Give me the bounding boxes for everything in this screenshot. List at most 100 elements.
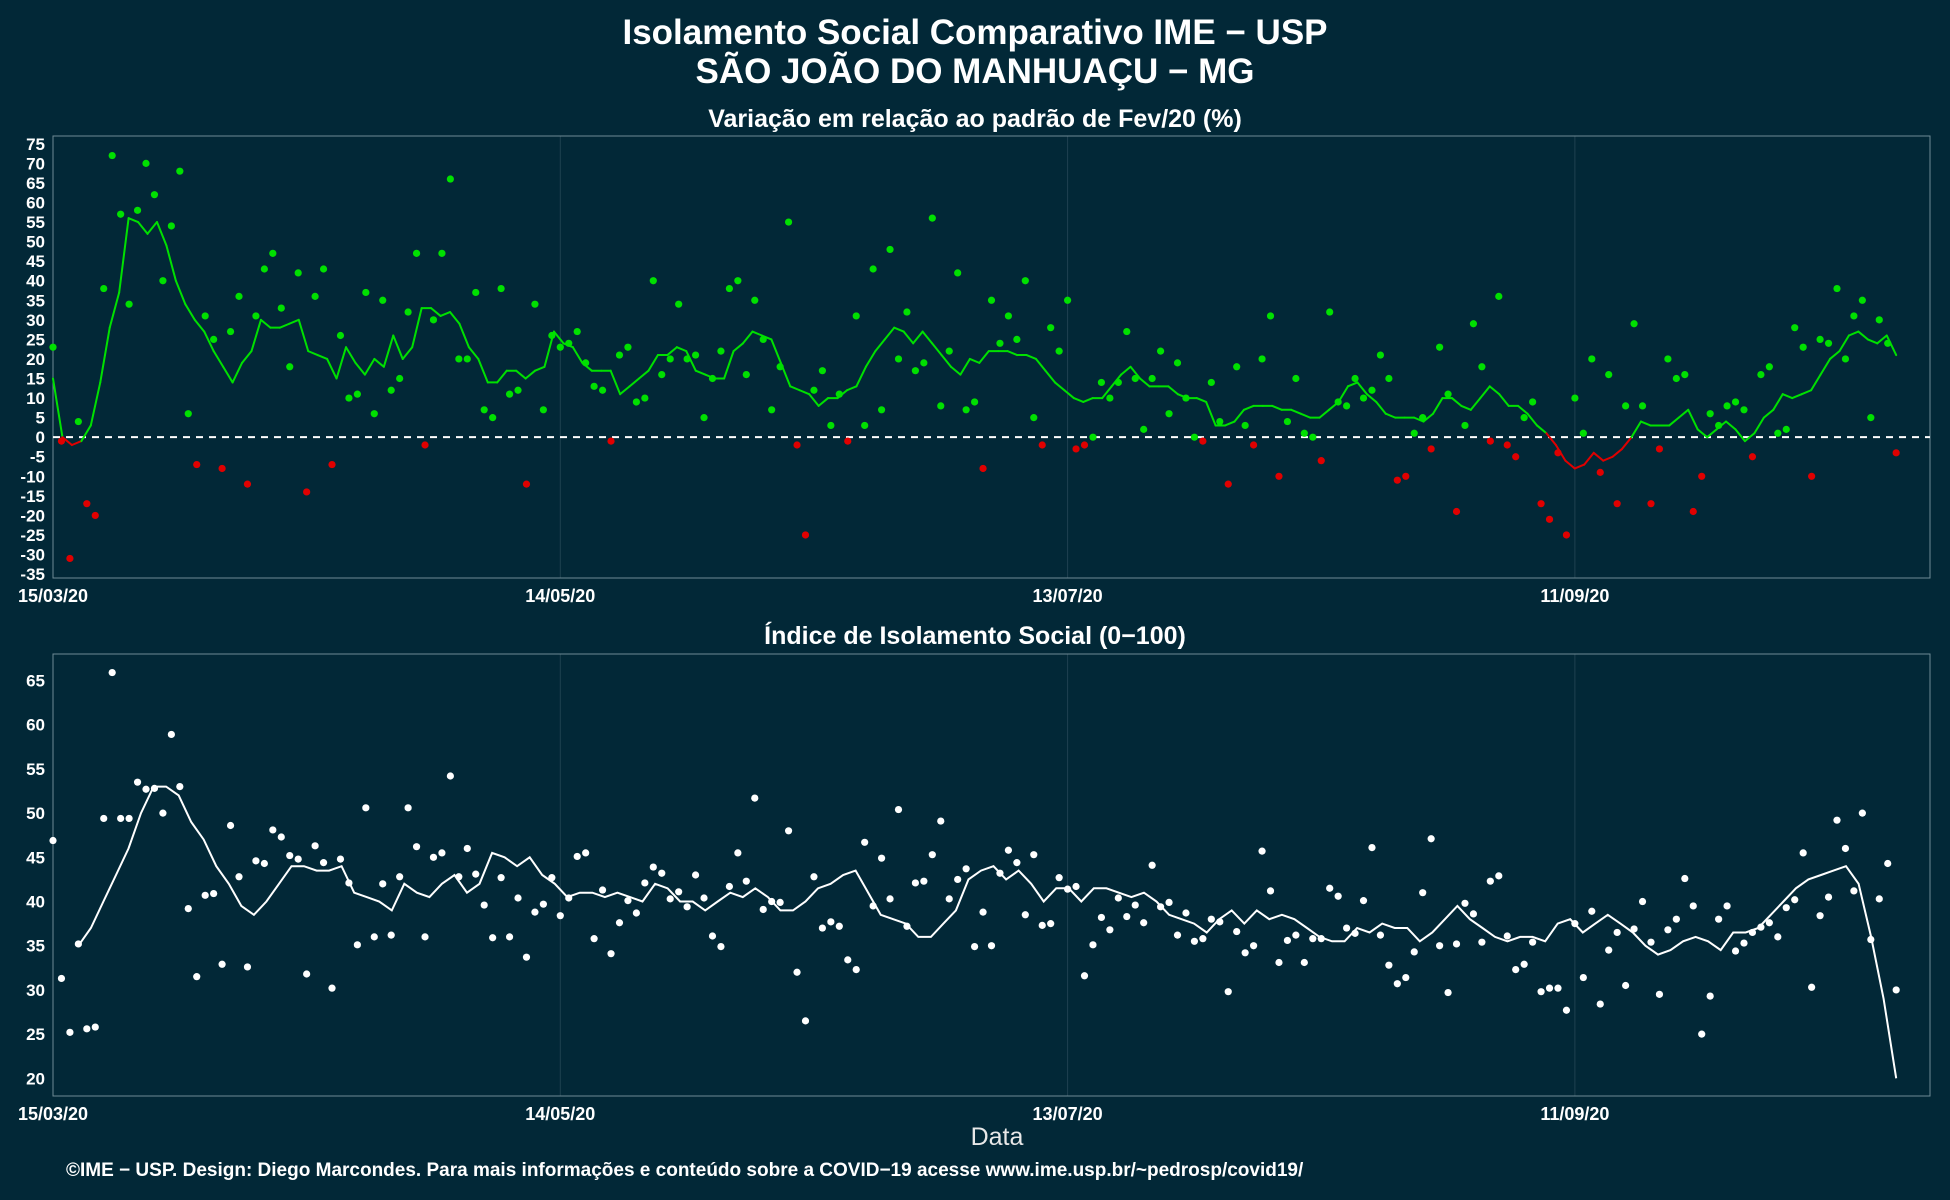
chart-title-line2: SÃO JOÃO DO MANHUAÇU − MG	[695, 52, 1254, 91]
data-point	[210, 335, 218, 343]
data-point	[1326, 884, 1334, 892]
data-point	[911, 879, 920, 887]
moving-average-segment	[1271, 404, 1283, 411]
data-point	[1021, 277, 1029, 285]
y-tick-label: -35	[20, 565, 45, 584]
data-point	[531, 908, 539, 916]
moving-average-segment	[326, 357, 338, 380]
data-point	[1731, 947, 1740, 955]
x-tick-label: 11/09/20	[1540, 586, 1609, 606]
data-point	[1723, 402, 1731, 410]
data-point	[1630, 925, 1638, 933]
data-point	[1436, 343, 1444, 351]
data-point	[455, 355, 463, 363]
moving-average-line	[77, 785, 1898, 1079]
data-point	[480, 901, 488, 909]
y-tick-label: 25	[26, 1025, 45, 1044]
data-point	[1681, 371, 1689, 379]
variation-panel: -35-30-25-20-15-10-505101520253035404550…	[18, 135, 1931, 606]
data-point	[1596, 1000, 1604, 1008]
x-tick-label: 15/03/20	[18, 586, 88, 606]
data-point	[286, 851, 294, 860]
data-point	[1140, 425, 1148, 433]
data-point	[1038, 921, 1046, 929]
data-point	[1605, 371, 1613, 379]
data-point	[1689, 902, 1697, 910]
moving-average-segment	[1602, 455, 1614, 462]
data-point	[429, 316, 438, 324]
data-point	[582, 359, 590, 367]
data-point	[565, 339, 573, 347]
moving-average-segment	[127, 217, 140, 224]
moving-average-segment	[1526, 412, 1538, 427]
data-point	[675, 888, 683, 896]
moving-average-segment	[1866, 338, 1879, 345]
data-point	[1647, 938, 1655, 946]
data-point	[505, 390, 514, 398]
data-point	[658, 869, 666, 877]
moving-average-segment	[751, 330, 763, 337]
data-point	[962, 865, 970, 873]
data-point	[1309, 433, 1317, 441]
data-point	[810, 873, 818, 881]
moving-average-segment	[855, 365, 867, 388]
data-point	[150, 784, 159, 792]
moving-average-segment	[467, 346, 480, 360]
data-point	[1063, 885, 1072, 893]
data-point	[708, 932, 717, 940]
data-point	[1004, 846, 1013, 854]
data-point	[1554, 449, 1562, 457]
data-point	[903, 922, 911, 930]
data-point	[1681, 874, 1689, 883]
moving-average-segment	[647, 354, 659, 372]
data-point	[700, 894, 708, 902]
data-point	[1613, 500, 1621, 508]
data-point	[1300, 958, 1308, 967]
panel-frame	[52, 135, 1931, 579]
moving-average-segment	[1299, 412, 1312, 419]
data-point	[260, 859, 268, 868]
moving-average-segment	[571, 346, 584, 364]
y-tick-label: 20	[26, 1069, 45, 1088]
moving-average-segment	[1356, 381, 1368, 396]
moving-average-segment	[335, 346, 348, 380]
moving-average-segment	[1838, 334, 1850, 353]
data-point	[1030, 414, 1038, 422]
data-point	[793, 441, 801, 449]
data-point	[1292, 374, 1300, 383]
moving-average-segment	[458, 322, 470, 349]
data-point	[243, 480, 252, 488]
data-point	[1571, 394, 1579, 402]
data-point	[1622, 981, 1630, 990]
data-point	[1689, 507, 1697, 516]
data-point	[1512, 965, 1520, 974]
data-point	[886, 895, 894, 903]
data-point	[632, 909, 640, 917]
data-point	[1833, 816, 1841, 824]
data-point	[1258, 847, 1266, 855]
data-point	[1393, 476, 1401, 484]
moving-average-segment	[845, 385, 858, 392]
data-point	[1469, 320, 1478, 328]
data-point	[83, 500, 91, 508]
moving-average-segment	[1819, 357, 1832, 376]
data-point	[1376, 351, 1385, 359]
panel-frame	[52, 653, 1931, 1097]
moving-average-segment	[1564, 459, 1576, 470]
data-point	[505, 933, 514, 941]
data-point	[675, 300, 683, 308]
y-tick-label: 0	[36, 428, 45, 447]
moving-average-segment	[307, 350, 319, 357]
data-point	[725, 882, 733, 891]
data-point	[66, 1028, 74, 1036]
data-point	[844, 956, 852, 964]
data-point	[167, 730, 175, 739]
data-point	[1410, 429, 1418, 437]
moving-average-segment	[1233, 408, 1245, 423]
data-point	[877, 406, 886, 414]
data-point	[1233, 363, 1241, 371]
data-point	[1030, 851, 1038, 859]
data-point	[1038, 441, 1046, 449]
data-point	[1757, 923, 1765, 931]
data-point	[1123, 912, 1131, 921]
